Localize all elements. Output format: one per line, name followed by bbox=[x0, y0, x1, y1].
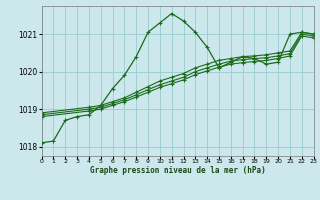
X-axis label: Graphe pression niveau de la mer (hPa): Graphe pression niveau de la mer (hPa) bbox=[90, 166, 266, 175]
